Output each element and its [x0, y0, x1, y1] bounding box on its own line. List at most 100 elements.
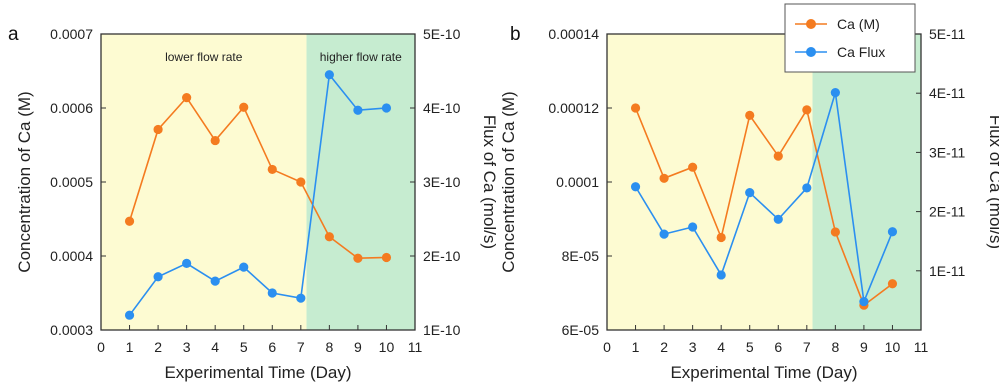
legend-swatch-marker [806, 19, 816, 29]
x-tick-label: 7 [297, 339, 305, 355]
y-left-tick-label: 0.0004 [50, 248, 93, 264]
ca-m-point [802, 105, 812, 115]
x-tick-label: 11 [914, 339, 929, 355]
x-tick-label: 2 [154, 339, 162, 355]
region-label: higher flow rate [320, 50, 402, 64]
x-tick-label: 6 [774, 339, 782, 355]
x-tick-label: 11 [408, 339, 423, 355]
x-tick-label: 4 [717, 339, 725, 355]
ca-m-point [716, 232, 726, 243]
legend-box [784, 3, 916, 73]
region-label: lower flow rate [165, 50, 243, 64]
panel-label: a [8, 24, 19, 45]
ca-m-point [887, 279, 898, 289]
x-tick-label: 9 [354, 339, 362, 355]
ca-m-point [745, 110, 755, 120]
ca-m-point [324, 232, 334, 242]
x-tick-label: 4 [211, 339, 219, 355]
y-right-tick-label: 5E-10 [423, 26, 461, 42]
chart-panel-a: lower flow rate higher flow rate 0 1 2 3 4 5 6 7 8… [8, 24, 499, 382]
y-left-tick-label: 6E-05 [562, 322, 600, 338]
panel-label: b [510, 24, 521, 45]
y-left-tick-label: 0.0001 [556, 174, 599, 190]
ca-flux-point [153, 272, 163, 282]
ca-m-point [381, 252, 392, 263]
ca-m-point [353, 253, 363, 263]
ca-m-point [830, 227, 840, 237]
x-tick-label: 6 [268, 339, 276, 355]
ca-flux-point [859, 296, 869, 307]
legend-swatch-marker [806, 47, 816, 57]
ca-m-point [124, 216, 135, 226]
y-right-axis-title: Flux of Ca (mol/s) [986, 115, 999, 249]
ca-flux-point [830, 88, 840, 98]
x-tick-label: 10 [379, 339, 395, 355]
flow-region-lower [607, 34, 813, 330]
legend-label: Ca (M) [837, 16, 880, 32]
y-right-tick-label: 1E-10 [423, 322, 461, 338]
y-left-axis-title: Concentration of Ca (M) [15, 91, 34, 272]
ca-flux-point [802, 183, 812, 193]
x-tick-label: 5 [240, 339, 248, 355]
x-tick-label: 2 [660, 339, 668, 355]
legend-label: Ca Flux [837, 44, 885, 60]
x-tick-label: 10 [885, 339, 901, 355]
ca-flux-point [659, 229, 669, 239]
y-left-tick-label: 0.0005 [50, 174, 93, 190]
ca-m-point [688, 162, 698, 172]
y-right-tick-label: 3E-10 [423, 174, 461, 190]
y-right-tick-label: 1E-11 [929, 263, 966, 279]
ca-flux-point [324, 70, 334, 80]
y-left-tick-label: 0.0006 [50, 100, 93, 116]
y-right-axis-title: Flux of Ca (mol/s) [480, 115, 499, 249]
y-right-tick-label: 4E-11 [929, 85, 966, 101]
flow-region-higher [306, 34, 415, 330]
ca-flux-point [182, 258, 192, 268]
ca-flux-series-line [634, 92, 894, 305]
x-tick-label: 1 [632, 339, 640, 355]
ca-flux-point [887, 227, 898, 237]
x-axis-title: Experimental Time (Day) [670, 363, 857, 382]
ca-flux-point [124, 310, 135, 320]
y-left-tick-label: 0.0007 [50, 26, 93, 42]
flow-region-lower [101, 34, 307, 330]
ca-flux-point [745, 188, 755, 198]
ca-flux-point [716, 270, 726, 280]
ca-flux-series-line [128, 72, 387, 316]
ca-flux-point [210, 276, 220, 286]
ca-m-point [773, 151, 783, 161]
x-tick-label: 8 [325, 339, 333, 355]
x-tick-label: 0 [603, 339, 611, 355]
y-left-tick-label: 8E-05 [562, 248, 600, 264]
x-tick-label: 8 [831, 339, 839, 355]
y-right-tick-label: 2E-11 [929, 204, 966, 220]
ca-m-series-line [128, 96, 387, 260]
ca-flux-point [688, 222, 698, 232]
ca-m-point [239, 102, 249, 112]
ca-m-point [659, 173, 669, 183]
flow-region-higher [812, 34, 921, 330]
ca-flux-point [381, 103, 392, 113]
y-right-tick-label: 4E-10 [423, 100, 461, 116]
x-tick-label: 9 [860, 339, 868, 355]
ca-flux-point [239, 262, 249, 272]
y-left-tick-label: 0.00012 [548, 100, 599, 116]
ca-m-point [182, 93, 192, 103]
legend: Ca (M) Ca Flux [784, 3, 916, 73]
ca-m-point [267, 164, 277, 175]
y-left-tick-label: 0.0003 [50, 322, 93, 338]
x-tick-label: 3 [183, 339, 191, 355]
ca-flux-point [773, 214, 783, 224]
y-left-tick-label: 0.00014 [548, 26, 599, 42]
x-tick-label: 0 [97, 339, 105, 355]
ca-flux-point [630, 182, 641, 192]
y-right-tick-label: 3E-11 [929, 144, 966, 160]
ca-flux-point [353, 105, 363, 115]
y-left-axis-title: Concentration of Ca (M) [499, 91, 518, 272]
ca-flux-point [267, 288, 277, 298]
x-tick-label: 5 [746, 339, 754, 355]
y-right-tick-label: 5E-11 [929, 26, 966, 42]
x-tick-label: 7 [803, 339, 811, 355]
ca-m-point [210, 135, 220, 146]
